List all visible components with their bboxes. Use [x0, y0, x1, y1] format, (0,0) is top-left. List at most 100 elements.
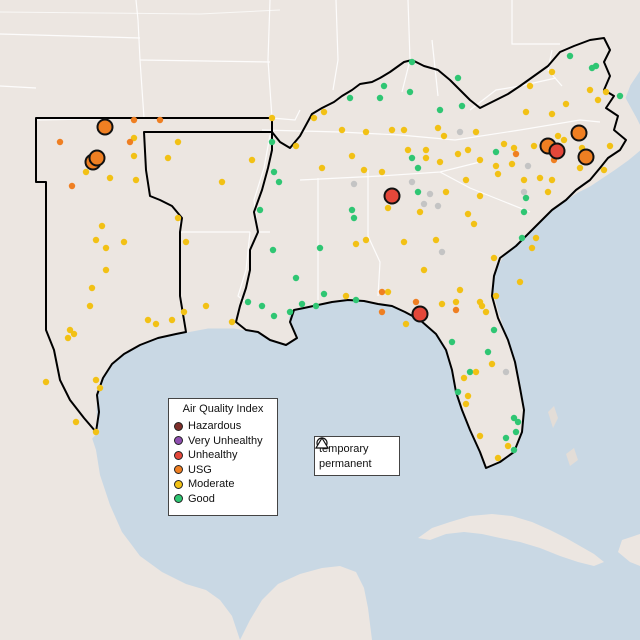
monitor-marker [350, 214, 358, 222]
monitor-marker [86, 302, 94, 310]
monitor-marker [412, 298, 420, 306]
monitor-marker [298, 300, 306, 308]
monitor-marker [440, 132, 448, 140]
monitor-marker [536, 174, 544, 182]
region-outline [35, 37, 627, 469]
monitor-marker [168, 316, 176, 324]
monitor-marker [442, 188, 450, 196]
legend-label: temporary [319, 442, 369, 455]
monitor-marker [616, 92, 624, 100]
monitor-marker [320, 290, 328, 298]
monitor-marker [420, 266, 428, 274]
monitor-marker [182, 238, 190, 246]
cuba-land [418, 514, 604, 566]
monitor-marker [434, 202, 442, 210]
monitor-marker [348, 206, 356, 214]
monitor-marker [510, 144, 518, 152]
monitor-marker [348, 152, 356, 160]
monitor-marker [522, 108, 530, 116]
triangle-icon [315, 437, 329, 449]
monitor-marker [120, 238, 128, 246]
monitor-marker [228, 318, 236, 326]
monitor-marker [466, 368, 474, 376]
monitor-marker [520, 188, 528, 196]
monitor-marker [508, 160, 516, 168]
monitor-marker [528, 244, 536, 252]
monitor-marker [92, 428, 100, 436]
legend-label: Hazardous [188, 420, 242, 433]
legend-item-good: Good [169, 492, 277, 507]
monitor-marker-large [570, 124, 588, 142]
monitor-marker [42, 378, 50, 386]
monitor-marker [404, 146, 412, 154]
monitor-marker [292, 274, 300, 282]
very-unhealthy-swatch-icon [174, 436, 183, 446]
monitor-marker [180, 308, 188, 316]
monitor-marker [244, 298, 252, 306]
monitor-marker [98, 222, 106, 230]
yucatan-land [240, 566, 372, 640]
monitor-marker-large [96, 118, 114, 136]
legend-label: permanent [319, 457, 372, 470]
monitor-marker [482, 308, 490, 316]
legend-label: Moderate [188, 478, 235, 491]
monitor-marker [452, 306, 460, 314]
monitor-marker [64, 334, 72, 342]
monitor-marker [400, 238, 408, 246]
monitor-marker [318, 164, 326, 172]
monitor-marker [470, 220, 478, 228]
monitor-marker [408, 154, 416, 162]
monitor-marker [494, 454, 502, 462]
monitor-marker [562, 100, 570, 108]
monitor-marker [436, 158, 444, 166]
monitor-marker [492, 292, 500, 300]
monitor-marker [92, 376, 100, 384]
monitor-marker [532, 234, 540, 242]
aqi-legend: Air Quality Index Hazardous Very Unhealt… [168, 398, 278, 516]
monitor-marker-large [383, 187, 401, 205]
monitor-marker [378, 308, 386, 316]
monitor-marker [66, 326, 74, 334]
monitor-marker [600, 166, 608, 174]
monitor-marker [378, 288, 386, 296]
hazardous-swatch-icon [174, 421, 183, 431]
monitor-marker [530, 142, 538, 150]
monitor-marker [438, 300, 446, 308]
monitor-marker [408, 58, 416, 66]
monitor-type-legend: temporary permanent [314, 436, 400, 476]
monitor-marker [72, 418, 80, 426]
canada-border [0, 9, 281, 15]
monitor-marker [346, 94, 354, 102]
monitor-marker [500, 140, 508, 148]
monitor-marker [144, 316, 152, 324]
monitor-marker [576, 164, 584, 172]
monitor-marker [408, 178, 416, 186]
monitor-marker [462, 400, 470, 408]
monitor-marker [362, 128, 370, 136]
monitor-marker [96, 384, 104, 392]
monitor-marker [202, 302, 210, 310]
monitor-marker [492, 148, 500, 156]
monitor-marker-large [88, 149, 106, 167]
monitor-marker [174, 214, 182, 222]
monitor-marker [464, 392, 472, 400]
monitor-marker [362, 236, 370, 244]
monitor-marker [438, 248, 446, 256]
monitor-marker [316, 244, 324, 252]
monitor-marker [586, 86, 594, 94]
monitor-marker [548, 68, 556, 76]
monitor-marker [422, 146, 430, 154]
aqi-legend-title: Air Quality Index [182, 403, 264, 415]
monitor-marker [320, 108, 328, 116]
monitor-marker [275, 178, 283, 186]
monitor-marker [502, 368, 510, 376]
monitor-marker [516, 278, 524, 286]
monitor-marker [432, 236, 440, 244]
monitor-marker [492, 162, 500, 170]
monitor-marker [269, 246, 277, 254]
monitor-marker [156, 116, 164, 124]
monitor-marker [338, 126, 346, 134]
monitor-marker [602, 88, 610, 96]
monitor-marker [544, 188, 552, 196]
monitor-marker [350, 180, 358, 188]
